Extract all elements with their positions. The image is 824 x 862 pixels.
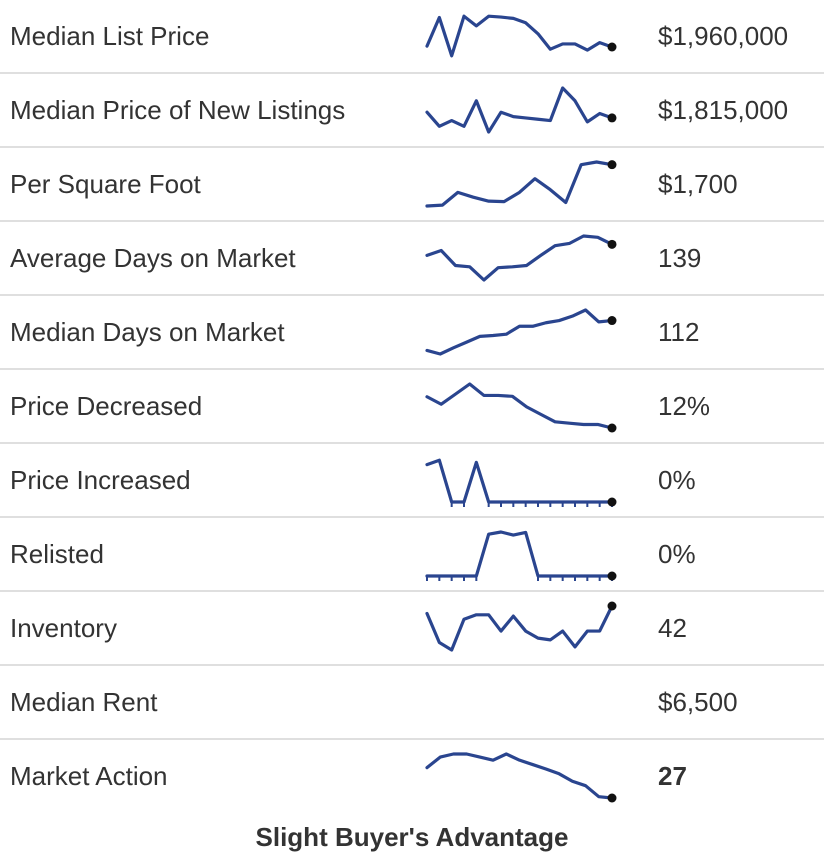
sparkline-chart (423, 80, 620, 140)
sparkline-path (425, 234, 614, 282)
metric-value: 0% (658, 464, 696, 495)
sparkline-end-dot (607, 239, 617, 249)
sparkline-end-dot (607, 160, 617, 170)
sparkline-chart (423, 450, 620, 510)
metric-label: Inventory (10, 612, 117, 643)
metric-value: 12% (658, 390, 711, 421)
metric-row: Price Decreased 12% (0, 370, 824, 444)
metric-value: 27 (658, 760, 687, 791)
metric-row: Per Square Foot $1,700 (0, 148, 824, 222)
sparkline-end-dot (607, 571, 617, 581)
metric-value: $1,700 (658, 168, 738, 199)
sparkline-chart (423, 228, 620, 288)
metric-value: $1,815,000 (658, 94, 789, 125)
sparkline-chart (423, 154, 620, 214)
sparkline-path (425, 752, 614, 800)
sparkline-chart (423, 672, 620, 732)
sparkline-end-dot (607, 113, 617, 123)
metric-value: 42 (658, 612, 687, 643)
metric-label: Per Square Foot (10, 168, 201, 199)
sparkline-path (425, 530, 614, 578)
metric-label: Relisted (10, 538, 104, 569)
sparkline-chart (423, 302, 620, 362)
sparkline-end-dot (607, 497, 617, 507)
metric-row: Inventory 42 (0, 592, 824, 666)
sparkline-chart (423, 598, 620, 658)
sparkline-path (425, 604, 614, 652)
metric-label: Median Days on Market (10, 316, 285, 347)
metric-label: Average Days on Market (10, 242, 296, 273)
metric-value: $1,960,000 (658, 20, 789, 51)
sparkline-chart (423, 524, 620, 584)
sparkline-end-dot (607, 316, 617, 326)
market-action-status: Slight Buyer's Advantage (255, 822, 569, 852)
metric-label: Median List Price (10, 20, 210, 51)
sparkline-chart (423, 746, 620, 806)
metric-value: 112 (658, 316, 700, 347)
metric-row: Market Action 27 (0, 740, 824, 812)
sparkline-path (425, 160, 614, 208)
metric-label: Median Price of New Listings (10, 94, 346, 125)
metric-label: Price Decreased (10, 390, 203, 421)
sparkline-chart (423, 376, 620, 436)
metrics-table: Median List Price $1,960,000 Median Price … (0, 0, 824, 812)
metric-label: Median Rent (10, 686, 158, 717)
metric-row: Median Price of New Listings $1,815,000 (0, 74, 824, 148)
sparkline-chart (423, 6, 620, 66)
sparkline-path (425, 86, 614, 134)
metric-row: Median Rent $6,500 (0, 666, 824, 740)
sparkline-end-dot (607, 601, 617, 611)
sparkline-end-dot (607, 42, 617, 52)
sparkline-path (425, 382, 614, 430)
metric-label: Price Increased (10, 464, 191, 495)
metric-value: $6,500 (658, 686, 738, 717)
metric-value: 0% (658, 538, 696, 569)
metric-row: Average Days on Market 139 (0, 222, 824, 296)
metric-row: Median Days on Market 112 (0, 296, 824, 370)
metric-row: Median List Price $1,960,000 (0, 0, 824, 74)
metric-value: 139 (658, 242, 702, 273)
metric-row: Price Increased 0% (0, 444, 824, 518)
sparkline-path (425, 308, 614, 356)
metric-label: Market Action (10, 760, 168, 791)
metric-row: Relisted 0% (0, 518, 824, 592)
sparkline-path (425, 14, 614, 58)
sparkline-end-dot (607, 423, 617, 433)
sparkline-end-dot (607, 793, 617, 803)
sparkline-path (425, 458, 614, 504)
